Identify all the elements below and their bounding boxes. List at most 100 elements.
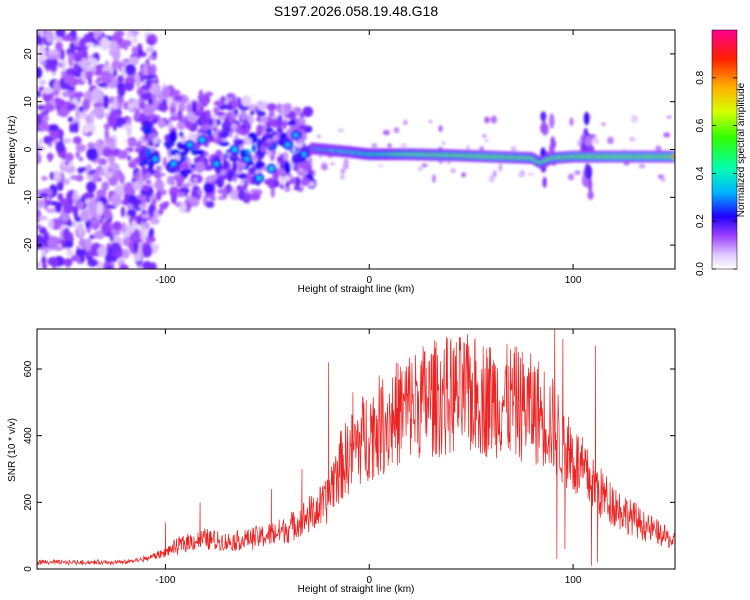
- heatmap-cell: [149, 217, 160, 225]
- heatmap-cell: [38, 215, 48, 221]
- heatmap-cell: [498, 163, 503, 172]
- heatmap-cell: [107, 149, 120, 156]
- heatmap-cell: [57, 193, 64, 201]
- heatmap-cell: [63, 178, 70, 185]
- heatmap-cell: [113, 96, 118, 110]
- heatmap-cell: [142, 103, 154, 116]
- colorbar-ticks: 0.0 0.2 0.4 0.6 0.8: [695, 70, 737, 276]
- heatmap-cell: [203, 182, 215, 194]
- heatmap-cell: [393, 127, 400, 134]
- heatmap-cell: [149, 227, 155, 238]
- heatmap-cell: [86, 181, 97, 193]
- heatmap-cell: [88, 76, 93, 86]
- heatmap-cell: [53, 170, 61, 182]
- heatmap-cell: [146, 179, 152, 185]
- heatmap-cell: [62, 227, 71, 241]
- heatmap-cell: [141, 166, 147, 176]
- heatmap-cell: [121, 248, 130, 259]
- heatmap-cell: [220, 154, 224, 162]
- heatmap-cell: [61, 34, 74, 42]
- spectrogram-y-ticks: -20 -10 0 10 20: [23, 48, 675, 252]
- heatmap-cell: [549, 113, 555, 129]
- heatmap-cell: [293, 185, 301, 191]
- heatmap-cell: [299, 117, 306, 122]
- heatmap-cell: [268, 166, 274, 172]
- heatmap-cell: [121, 124, 133, 130]
- heatmap-cell: [162, 156, 168, 168]
- heatmap-cell: [42, 87, 53, 95]
- heatmap-cell: [134, 147, 141, 153]
- heatmap-cell: [57, 61, 64, 68]
- heatmap-cell: [108, 176, 119, 187]
- heatmap-cell: [37, 261, 41, 269]
- heatmap-cell: [91, 172, 100, 184]
- heatmap-cell: [77, 222, 84, 237]
- heatmap-cell: [37, 198, 46, 209]
- heatmap-cell: [321, 164, 328, 171]
- heatmap-cell: [126, 102, 135, 110]
- heatmap-cell: [47, 256, 59, 267]
- heatmap-cell: [421, 163, 428, 168]
- heatmap-cell: [241, 137, 253, 146]
- heatmap-cell: [104, 253, 114, 263]
- heatmap-cell: [163, 201, 170, 207]
- heatmap-cell: [232, 161, 238, 173]
- heatmap-cell: [153, 171, 161, 178]
- heatmap-cell: [289, 125, 297, 131]
- colorbar-tick-label: 0.0: [695, 262, 706, 276]
- heatmap-cell: [122, 58, 131, 64]
- heatmap-cell: [256, 124, 264, 136]
- heatmap-cell: [142, 124, 152, 136]
- heatmap-cell: [41, 61, 47, 66]
- heatmap-cell: [175, 202, 182, 207]
- heatmap-cell: [141, 213, 152, 219]
- heatmap-cell: [438, 125, 443, 132]
- colorbar-label: Normalized spectral amplitude: [736, 82, 747, 217]
- heatmap-cell: [232, 175, 238, 183]
- heatmap-cell: [166, 177, 174, 185]
- heatmap-cell: [174, 153, 181, 162]
- heatmap-cell: [141, 185, 151, 191]
- heatmap-cell: [300, 177, 310, 187]
- heatmap-cell: [250, 189, 256, 194]
- heatmap-cell: [51, 58, 58, 67]
- spectrogram-y-tick-label: -20: [23, 237, 34, 252]
- snr-y-axis-label: SNR (10 * v/v): [7, 418, 18, 482]
- heatmap-cell: [186, 103, 192, 113]
- heatmap-cell: [260, 145, 267, 153]
- heatmap-cell: [37, 90, 42, 98]
- heatmap-cell: [137, 214, 142, 226]
- heatmap-cell: [239, 181, 245, 186]
- snr-y-tick-label: 600: [23, 360, 34, 377]
- heatmap-cell: [63, 74, 75, 85]
- snr-x-ticks: -100 0 100: [155, 329, 582, 586]
- heatmap-cell: [93, 102, 104, 108]
- heatmap-cell: [169, 116, 179, 121]
- heatmap-cell: [176, 192, 186, 198]
- heatmap-cell: [527, 172, 534, 176]
- heatmap-cell: [264, 128, 274, 133]
- heatmap-cell: [169, 130, 177, 143]
- heatmap-cell: [657, 174, 665, 179]
- heatmap-cell: [75, 174, 84, 182]
- heatmap-cell: [198, 113, 207, 125]
- heatmap-cell: [112, 221, 122, 231]
- heatmap-cell: [277, 114, 283, 126]
- heatmap-cell: [200, 124, 212, 130]
- heatmap-cell: [257, 104, 268, 111]
- heatmap-cell: [131, 219, 137, 232]
- heatmap-cell: [118, 264, 129, 269]
- heatmap-cell: [181, 183, 191, 188]
- heatmap-cell: [152, 132, 156, 140]
- heatmap-cell: [136, 230, 142, 240]
- heatmap-cell: [187, 142, 193, 148]
- heatmap-cell: [135, 74, 141, 89]
- heatmap-cell: [37, 152, 42, 165]
- heatmap-cell: [138, 48, 143, 56]
- heatmap-cell: [243, 119, 249, 126]
- heatmap-cell: [270, 186, 275, 198]
- heatmap-cell: [159, 172, 166, 177]
- heatmap-cell: [37, 113, 43, 126]
- heatmap-cell: [79, 57, 89, 70]
